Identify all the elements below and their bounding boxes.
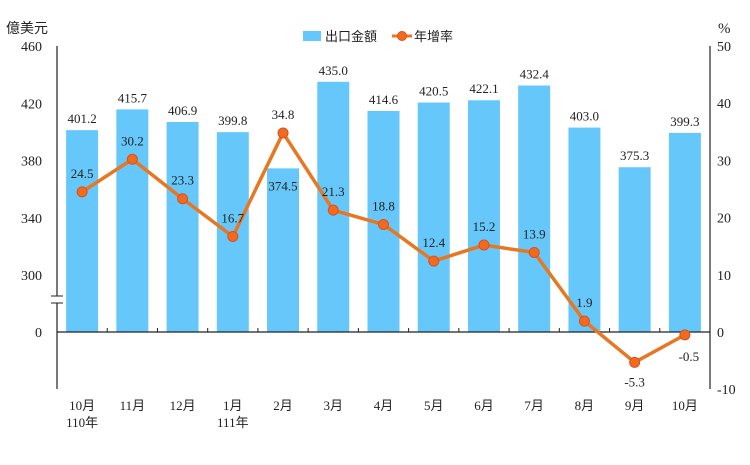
x-year-label: 111年 xyxy=(217,415,249,430)
right-tick-label: 20 xyxy=(717,212,731,227)
bar-value-label: 399.3 xyxy=(670,114,699,129)
growth-rate-label: 34.8 xyxy=(272,107,295,122)
growth-rate-label: 16.7 xyxy=(221,210,244,225)
x-tick-label: 12月 xyxy=(170,398,196,413)
x-tick-label: 2月 xyxy=(273,398,293,413)
growth-rate-label: 12.4 xyxy=(422,235,445,250)
bar-value-label: 420.5 xyxy=(419,84,448,99)
growth-rate-point xyxy=(277,127,289,139)
growth-rate-label: -5.3 xyxy=(624,374,645,389)
legend-line-marker xyxy=(397,31,407,41)
growth-rate-point xyxy=(578,315,590,327)
bar-1 xyxy=(116,109,149,332)
legend-line-label: 年增率 xyxy=(414,29,453,44)
x-tick-label: 9月 xyxy=(625,398,645,413)
growth-rate-label: 21.3 xyxy=(322,184,345,199)
right-tick-label: 0 xyxy=(717,326,724,341)
growth-rate-point xyxy=(629,356,641,368)
growth-rate-label: 23.3 xyxy=(171,173,194,188)
x-year-label: 110年 xyxy=(66,415,98,430)
x-tick-label: 3月 xyxy=(324,398,344,413)
growth-rate-point xyxy=(428,255,440,267)
x-tick-label: 10月 xyxy=(672,398,698,413)
bar-7 xyxy=(417,102,450,332)
left-tick-label: 380 xyxy=(21,155,42,170)
x-tick-label: 4月 xyxy=(374,398,394,413)
x-tick-label: 8月 xyxy=(575,398,595,413)
growth-rate-point xyxy=(327,204,339,216)
left-tick-label: 300 xyxy=(21,269,42,284)
right-tick-label: 30 xyxy=(717,154,731,169)
growth-rate-point xyxy=(679,329,691,341)
x-tick-label: 10月 xyxy=(69,398,95,413)
growth-rate-label: 13.9 xyxy=(523,226,546,241)
bar-10 xyxy=(568,127,601,332)
left-tick-label: 0 xyxy=(35,326,42,341)
legend-bar-label: 出口金額 xyxy=(325,29,377,44)
growth-rate-point xyxy=(177,193,189,205)
bar-value-label: 432.4 xyxy=(520,67,550,82)
x-tick-label: 6月 xyxy=(474,398,494,413)
right-tick-label: 40 xyxy=(717,97,731,112)
legend: 出口金額 年增率 xyxy=(303,29,453,44)
x-tick-label: 7月 xyxy=(524,398,544,413)
bar-value-label: 415.7 xyxy=(118,90,148,105)
bar-value-label: 374.5 xyxy=(268,178,297,193)
bar-value-label: 403.0 xyxy=(570,109,599,124)
bar-value-label: 399.8 xyxy=(218,113,247,128)
growth-rate-point xyxy=(378,218,389,230)
growth-rate-point xyxy=(76,186,88,198)
growth-rate-label: 1.9 xyxy=(576,295,592,310)
growth-rate-label: 30.2 xyxy=(121,133,144,148)
bar-value-label: 422.1 xyxy=(469,81,498,96)
growth-rate-point xyxy=(528,246,540,258)
bar-8 xyxy=(467,100,500,332)
bar-2 xyxy=(166,121,199,332)
right-axis-unit: % xyxy=(718,21,731,37)
bar-12 xyxy=(668,132,701,332)
bar-value-label: 414.6 xyxy=(369,92,399,107)
growth-rate-point xyxy=(478,239,490,251)
left-tick-label: 340 xyxy=(21,212,42,227)
bar-11 xyxy=(618,167,651,332)
right-tick-label: 10 xyxy=(717,269,731,284)
left-tick-label: 460 xyxy=(21,40,42,55)
bar-value-label: 375.3 xyxy=(620,148,649,163)
axis-break xyxy=(51,296,63,303)
x-tick-label: 11月 xyxy=(120,398,146,413)
right-tick-label: -10 xyxy=(717,383,736,398)
bar-9 xyxy=(518,85,551,332)
bar-0 xyxy=(66,130,99,332)
bar-4 xyxy=(267,168,300,332)
growth-rate-label: 18.8 xyxy=(372,198,395,213)
growth-rate-point xyxy=(126,153,138,165)
x-tick-label: 1月 xyxy=(223,398,243,413)
bar-value-label: 435.0 xyxy=(319,63,348,78)
bar-value-label: 406.9 xyxy=(168,103,197,118)
left-tick-label: 420 xyxy=(21,97,42,112)
growth-rate-label: -0.5 xyxy=(679,349,700,364)
growth-rate-label: 24.5 xyxy=(71,166,94,181)
bar-value-label: 401.2 xyxy=(67,111,96,126)
x-tick-label: 5月 xyxy=(424,398,444,413)
growth-rate-label: 15.2 xyxy=(473,219,496,234)
left-axis-unit: 億美元 xyxy=(6,21,48,37)
right-tick-label: 50 xyxy=(717,40,731,55)
legend-bar-swatch xyxy=(303,31,321,41)
growth-rate-point xyxy=(227,230,239,242)
